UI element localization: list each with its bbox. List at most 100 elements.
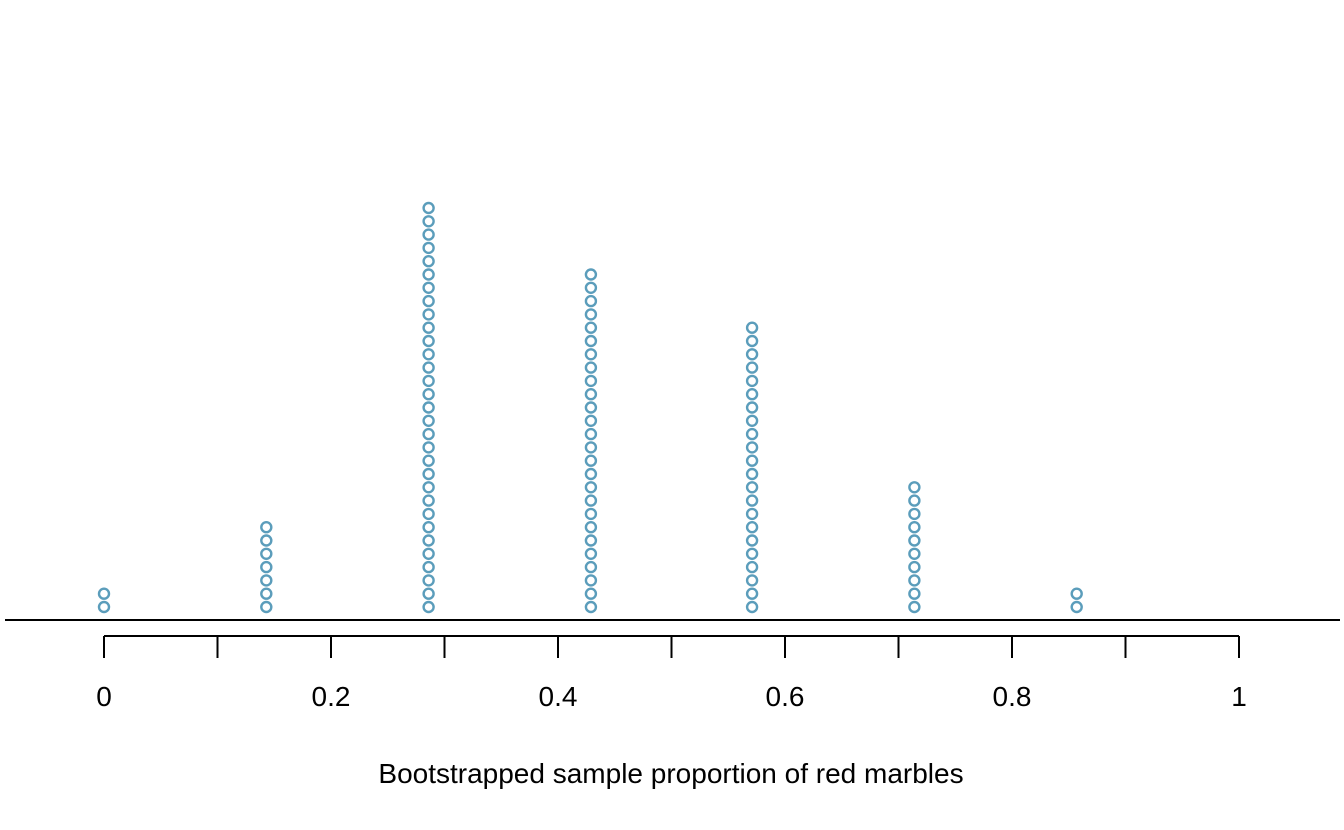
dot-3-7 bbox=[584, 507, 598, 521]
dot-5-0 bbox=[908, 600, 921, 614]
dot-5-1 bbox=[908, 587, 921, 600]
dot-3-2 bbox=[584, 574, 598, 587]
dot-4-15 bbox=[745, 401, 759, 414]
dot-4-5 bbox=[745, 534, 759, 547]
dot-3-1 bbox=[584, 587, 598, 600]
dot-3-13 bbox=[584, 427, 598, 441]
dot-4-10 bbox=[745, 467, 759, 481]
dot-2-18 bbox=[422, 361, 435, 374]
dot-2-26 bbox=[422, 255, 435, 268]
dot-4-18 bbox=[745, 361, 759, 374]
dot-2-14 bbox=[422, 414, 435, 427]
dot-2-23 bbox=[422, 294, 435, 308]
dot-1-4 bbox=[260, 547, 273, 560]
dot-5-6 bbox=[908, 521, 921, 534]
dot-2-21 bbox=[422, 321, 435, 334]
dot-4-2 bbox=[745, 574, 759, 587]
dot-3-17 bbox=[584, 374, 598, 388]
dot-1-6 bbox=[260, 521, 273, 534]
dot-3-20 bbox=[584, 334, 598, 348]
dot-2-20 bbox=[422, 334, 435, 348]
dot-4-7 bbox=[745, 507, 759, 521]
dot-2-5 bbox=[422, 534, 435, 547]
dot-4-3 bbox=[745, 560, 759, 574]
dot-3-16 bbox=[584, 388, 598, 401]
x-tick-label-0: 0 bbox=[96, 681, 112, 712]
dot-6-1 bbox=[1070, 587, 1083, 600]
dot-4-12 bbox=[745, 441, 759, 454]
dot-6-0 bbox=[1070, 600, 1083, 614]
dot-3-14 bbox=[584, 414, 598, 427]
dot-5-5 bbox=[908, 534, 921, 547]
dot-3-25 bbox=[584, 268, 598, 281]
dot-3-8 bbox=[584, 494, 598, 507]
dot-5-2 bbox=[908, 574, 921, 587]
dot-4-16 bbox=[745, 388, 759, 401]
dot-2-10 bbox=[422, 467, 435, 481]
x-tick-label-3: 0.6 bbox=[766, 681, 805, 712]
dot-4-9 bbox=[745, 481, 759, 494]
dot-2-11 bbox=[422, 454, 435, 467]
dot-2-28 bbox=[422, 228, 435, 241]
dot-3-21 bbox=[584, 321, 598, 334]
dot-2-19 bbox=[422, 348, 435, 361]
dot-1-1 bbox=[260, 587, 273, 600]
dot-3-12 bbox=[584, 441, 598, 454]
x-tick-label-5: 1 bbox=[1231, 681, 1247, 712]
dot-1-0 bbox=[260, 600, 273, 614]
dot-3-24 bbox=[584, 281, 598, 294]
dot-4-21 bbox=[745, 321, 759, 334]
dot-3-15 bbox=[584, 401, 598, 414]
dot-4-20 bbox=[745, 334, 759, 348]
dot-3-0 bbox=[584, 600, 598, 614]
dot-3-23 bbox=[584, 294, 598, 308]
dot-4-13 bbox=[745, 427, 759, 441]
dot-5-8 bbox=[908, 494, 921, 507]
dot-4-1 bbox=[745, 587, 759, 600]
dot-1-3 bbox=[260, 560, 273, 574]
x-axis-title: Bootstrapped sample proportion of red ma… bbox=[378, 758, 963, 789]
x-axis-ticks bbox=[103, 636, 1240, 658]
dot-1-2 bbox=[260, 574, 273, 587]
dot-4-4 bbox=[745, 547, 759, 560]
x-tick-label-4: 0.8 bbox=[993, 681, 1032, 712]
dot-4-17 bbox=[745, 374, 759, 388]
x-axis-tick-labels: 0 0.2 0.4 0.6 0.8 1 bbox=[96, 681, 1247, 712]
dot-5-3 bbox=[908, 560, 921, 574]
dot-3-3 bbox=[584, 560, 598, 574]
dot-1-5 bbox=[260, 534, 273, 547]
dot-3-19 bbox=[584, 348, 598, 361]
dot-2-15 bbox=[422, 401, 435, 414]
dot-2-8 bbox=[422, 494, 435, 507]
dot-5-9 bbox=[908, 481, 921, 494]
dot-2-0 bbox=[422, 600, 435, 614]
dot-5-7 bbox=[908, 507, 921, 521]
x-axis: 0 0.2 0.4 0.6 0.8 1 bbox=[96, 635, 1247, 712]
dot-2-9 bbox=[422, 481, 435, 494]
dot-2-12 bbox=[422, 441, 435, 454]
dot-2-30 bbox=[422, 201, 435, 215]
dot-5-4 bbox=[908, 547, 921, 560]
dot-0-0 bbox=[97, 600, 111, 614]
dot-3-4 bbox=[584, 547, 598, 560]
dot-3-18 bbox=[584, 361, 598, 374]
dot-4-19 bbox=[745, 348, 759, 361]
x-tick-label-1: 0.2 bbox=[312, 681, 351, 712]
dots-layer bbox=[97, 201, 1083, 614]
dot-2-17 bbox=[422, 374, 435, 388]
dot-2-6 bbox=[422, 521, 435, 534]
dot-4-14 bbox=[745, 414, 759, 427]
dot-2-25 bbox=[422, 268, 435, 281]
dot-2-13 bbox=[422, 427, 435, 441]
dot-3-10 bbox=[584, 467, 598, 481]
dot-2-4 bbox=[422, 547, 435, 560]
dot-0-1 bbox=[97, 587, 111, 600]
dot-4-6 bbox=[745, 521, 759, 534]
dot-3-11 bbox=[584, 454, 598, 467]
dot-2-7 bbox=[422, 507, 435, 521]
dot-2-24 bbox=[422, 281, 435, 294]
x-tick-label-2: 0.4 bbox=[539, 681, 578, 712]
dot-2-2 bbox=[422, 574, 435, 587]
dot-2-16 bbox=[422, 388, 435, 401]
